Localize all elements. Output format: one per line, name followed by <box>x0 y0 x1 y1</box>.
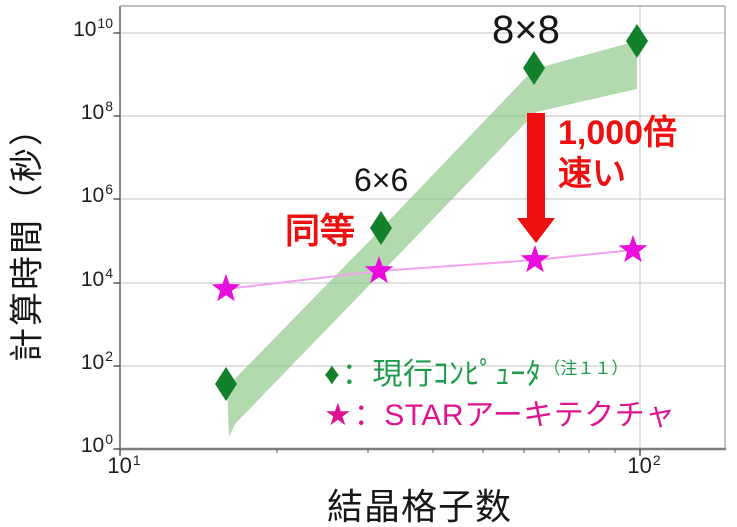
star-marker <box>618 235 648 263</box>
star-series-line <box>225 249 634 290</box>
diamond-marker <box>523 51 545 85</box>
speedup-arrow-head <box>517 218 555 243</box>
diamond-marker <box>370 211 392 245</box>
diamond-marker <box>215 367 237 401</box>
speedup-arrow-shaft <box>527 113 545 218</box>
diamond-marker <box>626 24 648 58</box>
star-marker <box>211 274 241 302</box>
star-marker <box>520 245 550 273</box>
current-computer-band <box>227 41 637 437</box>
star-marker <box>364 256 394 284</box>
